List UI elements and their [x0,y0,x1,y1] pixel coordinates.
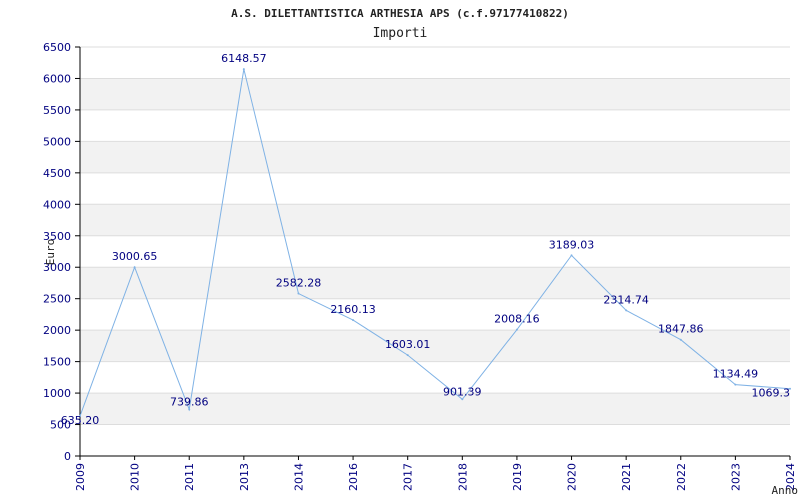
data-point [79,415,81,418]
y-tick-label: 3500 [43,230,71,243]
x-tick-label: 2023 [729,463,742,491]
data-point [406,354,409,357]
data-point [461,398,464,401]
x-tick-label: 2011 [183,463,196,491]
data-label: 635.20 [61,414,100,427]
data-label: 2008.16 [494,313,540,326]
x-tick-label: 2021 [620,463,633,491]
x-tick-label: 2017 [402,463,415,491]
data-label: 739.86 [170,395,209,408]
x-tick-label: 2019 [511,463,524,491]
y-axis-title: Euro [44,239,57,266]
x-tick-label: 2010 [129,463,142,491]
grid-band [80,267,790,299]
x-tick-label: 2014 [292,463,305,491]
x-tick-labels: 2009 2010 2011 2013 2014 2016 2017 2018 2019 2020… [74,456,797,491]
y-tick-label: 500 [50,419,71,432]
data-point [789,387,791,390]
y-tick-label: 2500 [43,293,71,306]
data-label: 1603.01 [385,338,431,351]
grid-band [80,393,790,425]
y-tick-label: 2000 [43,324,71,337]
data-label: 2582.28 [276,277,322,290]
data-label: 1069.3 [752,387,791,400]
y-tick-label: 0 [64,450,71,463]
series-line [79,68,791,417]
y-tick-label: 1500 [43,356,71,369]
x-tick-label: 2013 [238,463,251,491]
x-tick-label: 2009 [74,463,87,491]
data-label: 6148.57 [221,52,267,65]
y-tick-label: 4000 [43,198,71,211]
y-tick-label: 1000 [43,387,71,400]
data-point [515,328,518,331]
chart-title: A.S. DILETTANTISTICA ARTHESIA APS (c.f.9… [231,7,569,20]
y-tick-label: 5000 [43,135,71,148]
grid-band [80,204,790,236]
grid-bands [80,78,790,425]
data-point [133,266,136,269]
data-label: 1134.49 [713,368,759,381]
data-label: 3000.65 [112,250,158,263]
y-tick-label: 6000 [43,72,71,85]
y-tick-label: 3000 [43,261,71,274]
gridlines [80,46,790,426]
x-tick-label: 2024 [784,463,797,491]
y-tick-label: 4500 [43,167,71,180]
x-tick-label: 2022 [675,463,688,491]
data-label: 2314.74 [603,293,649,306]
data-label: 901.39 [443,385,482,398]
y-tick-label: 6500 [43,41,71,54]
data-labels: 635.20 3000.65 739.86 6148.57 2582.28 2160.13… [61,52,791,427]
data-label: 1847.86 [658,323,704,336]
data-point [297,292,300,295]
x-axis-title: Anno [772,484,799,497]
data-label: 3189.03 [549,238,595,251]
data-point [734,383,737,386]
y-tick-labels: 0 500 1000 1500 2000 2500 3000 3500 4000 4500 5000… [43,41,80,463]
data-point [242,68,245,71]
chart-subtitle: Importi [373,26,428,41]
data-point [188,408,191,411]
data-point [679,338,682,341]
data-point [570,254,573,257]
data-point [625,309,628,312]
x-tick-label: 2020 [566,463,579,491]
x-tick-label: 2018 [456,463,469,491]
data-point [352,319,355,322]
x-tick-label: 2016 [347,463,360,491]
data-label: 2160.13 [330,303,376,316]
grid-band [80,78,790,110]
y-tick-label: 5500 [43,104,71,117]
grid-band [80,141,790,173]
